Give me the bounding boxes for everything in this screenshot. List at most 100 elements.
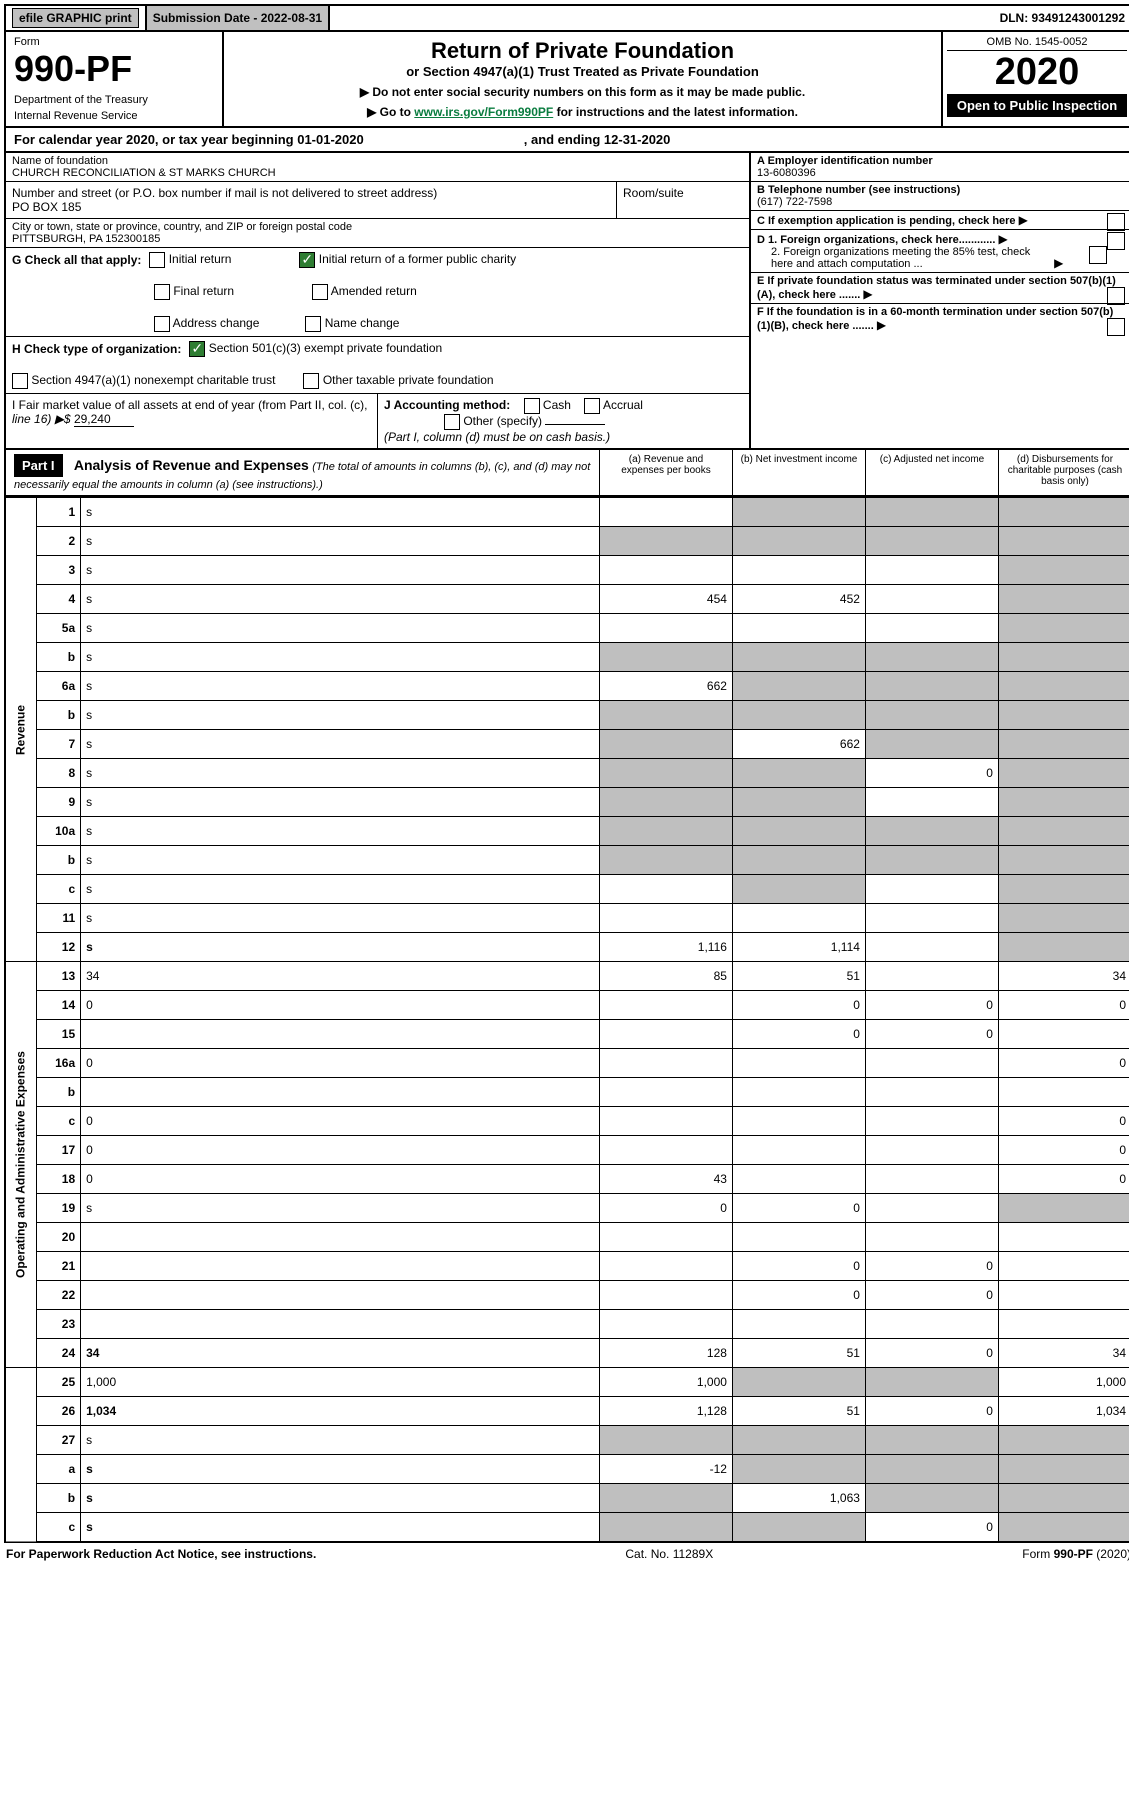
cell-d: 0 bbox=[998, 1049, 1129, 1078]
return-subtitle: or Section 4947(a)(1) Trust Treated as P… bbox=[244, 64, 921, 79]
cell-b: 452 bbox=[732, 585, 865, 614]
chk-initial[interactable] bbox=[149, 252, 165, 268]
cell-c: 0 bbox=[865, 1252, 998, 1281]
j-label: J Accounting method: bbox=[384, 398, 510, 412]
table-row: 20 bbox=[5, 1223, 1129, 1252]
table-row: 4s454452 bbox=[5, 585, 1129, 614]
cell-b bbox=[732, 672, 865, 701]
cell-c bbox=[865, 1165, 998, 1194]
table-row: 10as bbox=[5, 817, 1129, 846]
cell-d bbox=[998, 788, 1129, 817]
cell-c bbox=[865, 585, 998, 614]
line-desc: s bbox=[81, 904, 600, 933]
cell-d bbox=[998, 730, 1129, 759]
cell-a bbox=[599, 1049, 732, 1078]
chk-c[interactable] bbox=[1107, 213, 1125, 231]
cell-a bbox=[599, 846, 732, 875]
line-number: 17 bbox=[37, 1136, 81, 1165]
fmv-value: 29,240 bbox=[74, 412, 134, 427]
topbar: efile GRAPHIC print Submission Date - 20… bbox=[4, 4, 1129, 32]
cell-d bbox=[998, 759, 1129, 788]
line-desc: s bbox=[81, 788, 600, 817]
line-number: c bbox=[37, 875, 81, 904]
chk-other-tax[interactable] bbox=[303, 373, 319, 389]
city: PITTSBURGH, PA 152300185 bbox=[12, 233, 743, 245]
cell-c bbox=[865, 1368, 998, 1397]
table-row: 261,0341,1285101,034 bbox=[5, 1397, 1129, 1426]
dln: DLN: 93491243001292 bbox=[994, 6, 1129, 30]
cell-a: 43 bbox=[599, 1165, 732, 1194]
foundation-name: CHURCH RECONCILIATION & ST MARKS CHURCH bbox=[12, 167, 743, 179]
form-label: Form bbox=[14, 36, 214, 48]
cell-d bbox=[998, 1484, 1129, 1513]
cell-b: 0 bbox=[732, 1020, 865, 1049]
cell-b bbox=[732, 1426, 865, 1455]
cell-d: 1,000 bbox=[998, 1368, 1129, 1397]
table-row: 2200 bbox=[5, 1281, 1129, 1310]
chk-d1[interactable] bbox=[1107, 232, 1125, 250]
instr-2-post: for instructions and the latest informat… bbox=[553, 105, 798, 119]
cell-d bbox=[998, 585, 1129, 614]
table-row: Operating and Administrative Expenses133… bbox=[5, 962, 1129, 991]
info-row: Name of foundation CHURCH RECONCILIATION… bbox=[4, 153, 1129, 450]
chk-e[interactable] bbox=[1107, 287, 1125, 305]
cell-a bbox=[599, 817, 732, 846]
chk-name-change[interactable] bbox=[305, 316, 321, 332]
chk-cash[interactable] bbox=[524, 398, 540, 414]
room-label: Room/suite bbox=[617, 182, 749, 218]
chk-other-method[interactable] bbox=[444, 414, 460, 430]
cell-a bbox=[599, 1078, 732, 1107]
tax-year: 2020 bbox=[947, 51, 1127, 94]
cell-a bbox=[599, 643, 732, 672]
efile-button[interactable]: efile GRAPHIC print bbox=[12, 8, 139, 28]
cell-d bbox=[998, 904, 1129, 933]
line-number: 25 bbox=[37, 1368, 81, 1397]
chk-former[interactable] bbox=[299, 252, 315, 268]
line-number: 1 bbox=[37, 498, 81, 527]
cell-a bbox=[599, 875, 732, 904]
cell-b bbox=[732, 701, 865, 730]
cell-c bbox=[865, 498, 998, 527]
cell-a bbox=[599, 1484, 732, 1513]
chk-addr-change[interactable] bbox=[154, 316, 170, 332]
line-desc: s bbox=[81, 875, 600, 904]
chk-4947[interactable] bbox=[12, 373, 28, 389]
cell-c bbox=[865, 962, 998, 991]
cell-b bbox=[732, 614, 865, 643]
cell-d: 34 bbox=[998, 1339, 1129, 1368]
cell-a: 662 bbox=[599, 672, 732, 701]
cell-b bbox=[732, 1455, 865, 1484]
g-label: G Check all that apply: bbox=[12, 253, 141, 267]
table-row: 8s0 bbox=[5, 759, 1129, 788]
line-desc: 0 bbox=[81, 1107, 600, 1136]
line-number: b bbox=[37, 1078, 81, 1107]
chk-501c3[interactable] bbox=[189, 341, 205, 357]
line-desc: 1,034 bbox=[81, 1397, 600, 1426]
cell-c bbox=[865, 788, 998, 817]
chk-f[interactable] bbox=[1107, 318, 1125, 336]
city-label: City or town, state or province, country… bbox=[12, 221, 743, 233]
chk-final[interactable] bbox=[154, 284, 170, 300]
part1-title: Analysis of Revenue and Expenses bbox=[74, 457, 309, 473]
line-number: 9 bbox=[37, 788, 81, 817]
line-number: 6a bbox=[37, 672, 81, 701]
h-label: H Check type of organization: bbox=[12, 342, 181, 356]
cell-c bbox=[865, 1310, 998, 1339]
chk-d2[interactable] bbox=[1089, 246, 1107, 264]
cell-a bbox=[599, 1020, 732, 1049]
cell-a bbox=[599, 1223, 732, 1252]
cell-d: 0 bbox=[998, 1136, 1129, 1165]
title-block: Form 990-PF Department of the Treasury I… bbox=[4, 32, 1129, 128]
line-desc: 0 bbox=[81, 1165, 600, 1194]
cell-c bbox=[865, 614, 998, 643]
cell-c bbox=[865, 875, 998, 904]
revenue-expense-table: Revenue1s2s3s4s4544525asbs6as662bs7s6628… bbox=[4, 497, 1129, 1543]
form990pf-link[interactable]: www.irs.gov/Form990PF bbox=[414, 105, 553, 119]
footer: For Paperwork Reduction Act Notice, see … bbox=[4, 1543, 1129, 1565]
chk-amended[interactable] bbox=[312, 284, 328, 300]
line-number: 15 bbox=[37, 1020, 81, 1049]
cell-c bbox=[865, 1426, 998, 1455]
line-desc: s bbox=[81, 1513, 600, 1543]
cell-b bbox=[732, 1223, 865, 1252]
chk-accrual[interactable] bbox=[584, 398, 600, 414]
